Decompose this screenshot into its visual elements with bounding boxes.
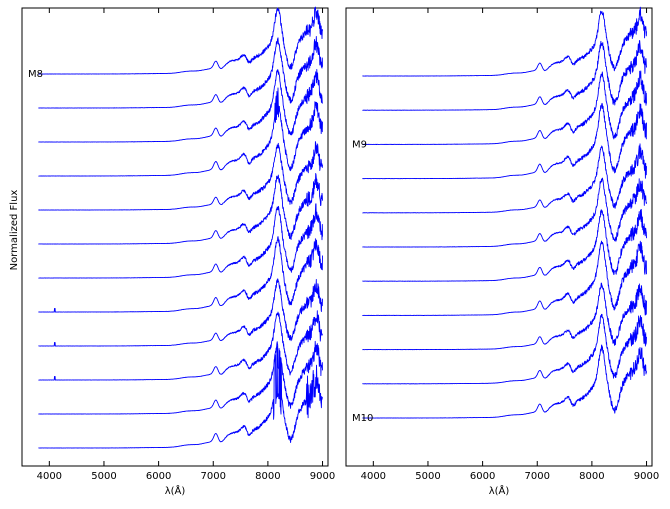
- annotation-m8: M8: [28, 69, 43, 80]
- left-annotations: M8: [28, 69, 43, 80]
- right-spectrum-8: [362, 240, 647, 316]
- left-spectrum-8: [38, 236, 323, 313]
- left-spectrum-4: [38, 87, 323, 177]
- right-axes-frame: [345, 7, 653, 467]
- left-spectrum-2: [38, 36, 323, 109]
- right-x-ticks: 4000 5000 6000 7000 8000 9000: [361, 8, 659, 482]
- right-spectrum-6: [362, 177, 647, 248]
- left-x-tick-label: 7000: [201, 471, 226, 482]
- left-panel: 4000 5000 6000 7000 8000 9000 M8 λ(Å): [21, 6, 335, 497]
- left-x-tick-label: 5000: [91, 471, 116, 482]
- right-spectra: [362, 6, 647, 419]
- right-spectrum-11: [362, 344, 647, 419]
- right-spectrum-9: [362, 282, 647, 351]
- left-spectrum-6: [38, 173, 323, 245]
- right-spectrum-4: [362, 102, 647, 180]
- left-x-tick-label: 9000: [310, 471, 335, 482]
- annotation-m10: M10: [352, 413, 373, 424]
- right-x-tick-label: 9000: [634, 471, 659, 482]
- left-x-ticks: 4000 5000 6000 7000 8000 9000: [37, 8, 335, 482]
- left-x-tick-label: 4000: [37, 471, 62, 482]
- left-spectrum-12: [38, 345, 323, 449]
- right-x-tick-label: 5000: [415, 471, 440, 482]
- right-x-axis-label: λ(Å): [489, 484, 510, 497]
- right-x-tick-label: 7000: [525, 471, 550, 482]
- right-panel: 4000 5000 6000 7000 8000 9000 M9 M10 λ(Å): [345, 6, 659, 497]
- left-spectrum-1: [38, 6, 323, 75]
- left-axes-frame: [21, 7, 329, 467]
- right-spectrum-5: [362, 143, 647, 214]
- left-spectrum-10: [38, 310, 323, 381]
- right-x-tick-label: 8000: [579, 471, 604, 482]
- right-spectrum-7: [362, 208, 647, 282]
- left-spectrum-9: [38, 278, 323, 347]
- right-spectrum-10: [362, 313, 647, 385]
- annotation-m9: M9: [352, 139, 367, 150]
- left-spectrum-3: [38, 69, 323, 143]
- right-x-tick-label: 4000: [361, 471, 386, 482]
- right-spectrum-3: [362, 70, 647, 145]
- left-spectra: [38, 6, 323, 449]
- y-axis-label: Normalized Flux: [9, 190, 20, 271]
- left-x-axis-label: λ(Å): [165, 484, 186, 497]
- right-spectrum-1: [362, 6, 647, 77]
- right-annotations: M9 M10: [352, 139, 373, 424]
- left-spectrum-5: [38, 141, 323, 211]
- left-spectrum-11: [38, 340, 323, 415]
- right-spectrum-2: [362, 40, 647, 111]
- left-spectrum-7: [38, 203, 323, 279]
- right-x-tick-label: 6000: [470, 471, 495, 482]
- left-x-tick-label: 6000: [146, 471, 171, 482]
- left-x-tick-label: 8000: [255, 471, 280, 482]
